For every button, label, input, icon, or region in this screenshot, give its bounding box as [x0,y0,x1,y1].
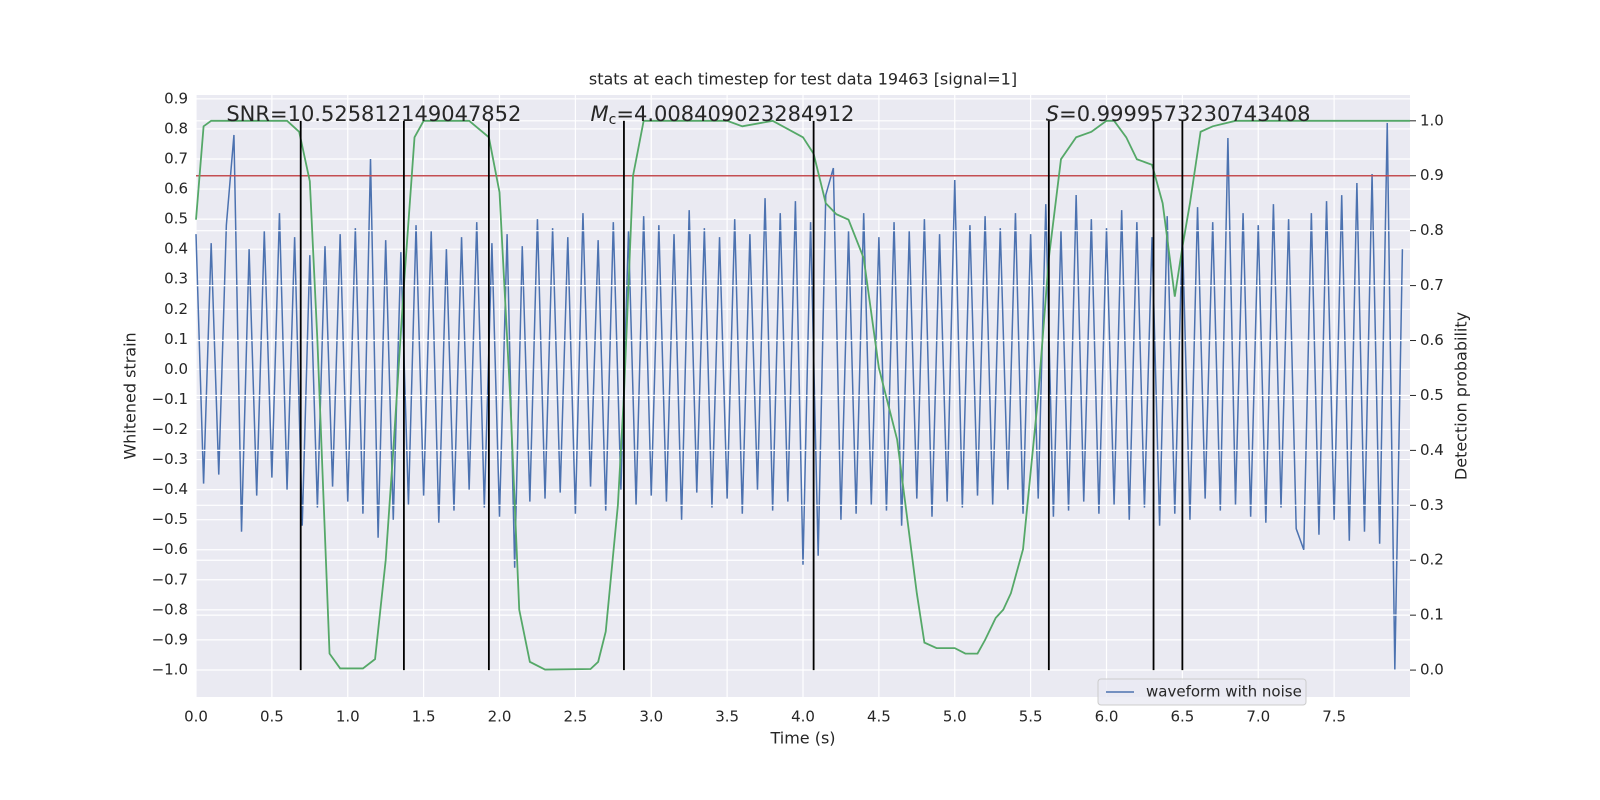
annotation-symbol: SNR [226,102,270,126]
x-tick-label: 7.0 [1246,708,1270,726]
y2-tick-label: 0.4 [1420,441,1444,459]
y-tick-label: 0.7 [164,150,188,168]
annotation-subscript: c [609,112,617,128]
y-tick-label: 0.0 [164,360,188,378]
y-tick-label: 0.6 [164,180,188,198]
chart-title: stats at each timestep for test data 194… [589,70,1017,89]
x-axis-label: Time (s) [769,729,835,748]
probability-line [195,119,1410,671]
y2-tick-label: 0.0 [1420,661,1444,679]
annotation: SNR=10.525812149047852 [226,102,521,126]
y-tick-label: 0.5 [164,210,188,228]
annotation-symbol: M [591,102,609,126]
x-tick-label: 6.0 [1095,708,1119,726]
legend-label: waveform with noise [1146,683,1302,701]
y-tick-label: −0.3 [152,450,188,468]
y2-tick-label: 0.7 [1420,276,1444,294]
x-tick-label: 0.0 [184,708,208,726]
annotation-symbol: S [1046,102,1059,126]
x-tick-label: 2.0 [488,708,512,726]
y-tick-label: 0.4 [164,240,188,258]
legend-box [1097,678,1307,706]
x-tick-label: 5.0 [943,708,967,726]
y2-tick-label: 0.8 [1420,221,1444,239]
y-tick-label: 0.9 [164,89,188,107]
y2-axis-label: Detection probability [1452,312,1471,480]
y-tick-label: 0.2 [164,300,188,318]
y2-tick-label: 1.0 [1420,111,1444,129]
y-tick-label: −0.9 [152,630,188,648]
x-tick-label: 3.0 [639,708,663,726]
y-tick-label: −0.5 [152,510,188,528]
x-tick-label: 4.0 [791,708,815,726]
annotation: S=0.9999573230743408 [1046,102,1311,126]
y2-tick-label: 0.5 [1420,386,1444,404]
annotation: Mc=4.008409023284912 [591,102,855,128]
y2-tick-label: 0.3 [1420,496,1444,514]
y-axis-label: Whitened strain [121,332,140,459]
y-tick-label: −0.1 [152,390,188,408]
x-tick-label: 0.5 [260,708,284,726]
y-tick-label: −0.6 [152,540,188,558]
x-tick-label: 1.0 [336,708,360,726]
x-tick-label: 7.5 [1322,708,1346,726]
x-tick-label: 6.5 [1170,708,1194,726]
x-tick-label: 4.5 [867,708,891,726]
annotation-value: =0.9999573230743408 [1059,102,1310,126]
y-tick-label: −0.7 [152,570,188,588]
y-tick-label: −0.2 [152,420,188,438]
y2-tick-label: 0.9 [1420,166,1444,184]
y-tick-label: 0.8 [164,119,188,137]
x-tick-label: 2.5 [563,708,587,726]
y-tick-label: −1.0 [152,660,188,678]
y-tick-label: 0.1 [164,330,188,348]
y2-tick-label: 0.2 [1420,551,1444,569]
x-tick-label: 5.5 [1019,708,1043,726]
y2-tick-label: 0.1 [1420,606,1444,624]
y-tick-label: −0.8 [152,600,188,618]
annotation-value: =4.008409023284912 [616,102,854,126]
y-tick-label: 0.3 [164,270,188,288]
x-tick-label: 1.5 [412,708,436,726]
annotation-value: =10.525812149047852 [270,102,521,126]
x-tick-label: 3.5 [715,708,739,726]
y2-tick-label: 0.6 [1420,331,1444,349]
y-tick-label: −0.4 [152,480,188,498]
